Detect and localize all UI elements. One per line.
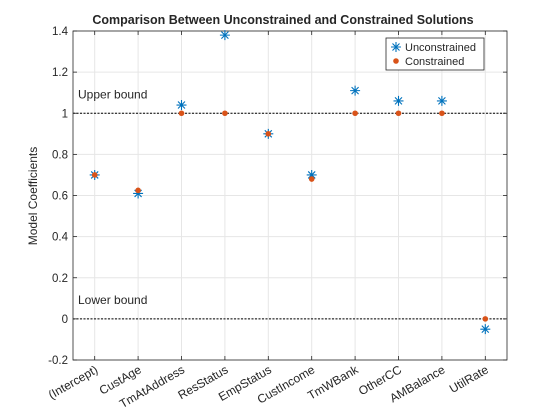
y-tick-label: 1.2 xyxy=(52,67,68,79)
constrained-point xyxy=(439,110,445,117)
y-tick-label: 0 xyxy=(62,314,68,326)
unconstrained-point xyxy=(219,30,230,41)
constrained-point xyxy=(482,316,489,322)
constrained-point xyxy=(265,131,272,137)
unconstrained-point xyxy=(350,85,361,96)
x-tick-label: TmWBank xyxy=(305,362,361,403)
y-tick-label: 0.6 xyxy=(52,191,68,203)
reference-line-label: Upper bound xyxy=(78,87,147,101)
constrained-point xyxy=(178,110,185,117)
y-tick-label: 1.4 xyxy=(52,26,69,38)
legend-unconstrained-label: Unconstrained xyxy=(405,42,476,54)
unconstrained-point xyxy=(176,100,187,111)
constrained-point xyxy=(135,187,141,194)
legend-box xyxy=(385,37,485,71)
constrained-point xyxy=(308,176,315,182)
legend-constrained-marker xyxy=(393,58,399,64)
unconstrained-point xyxy=(436,95,447,106)
chart-title: Comparison Between Unconstrained and Con… xyxy=(92,13,473,27)
y-tick-label: 0.8 xyxy=(52,149,68,161)
y-tick-label: -0.2 xyxy=(48,355,68,367)
constrained-point xyxy=(352,110,358,117)
unconstrained-point xyxy=(480,324,491,335)
legend-constrained-label: Constrained xyxy=(405,56,464,68)
reference-line-label: Lower bound xyxy=(78,293,147,307)
legend-unconstrained-marker xyxy=(391,42,401,52)
constrained-point xyxy=(91,172,98,178)
y-tick-label: 0.4 xyxy=(52,232,69,244)
y-tick-label: 1 xyxy=(62,108,68,120)
plot-area: Upper bound Lower bound -0.2 0 0.2 0.4 0.6 0.8 1… xyxy=(46,26,508,411)
constrained-point xyxy=(222,110,228,117)
x-tick-label: (Intercept) xyxy=(46,362,100,401)
y-axis-label: Model Coefficients xyxy=(26,147,40,246)
y-tick-label: 0.2 xyxy=(52,273,68,285)
unconstrained-point xyxy=(393,95,404,106)
unconstrained-point xyxy=(306,169,317,180)
unconstrained-point xyxy=(133,188,144,199)
x-tick-label: UtilRate xyxy=(447,362,491,396)
constrained-point xyxy=(395,110,402,117)
